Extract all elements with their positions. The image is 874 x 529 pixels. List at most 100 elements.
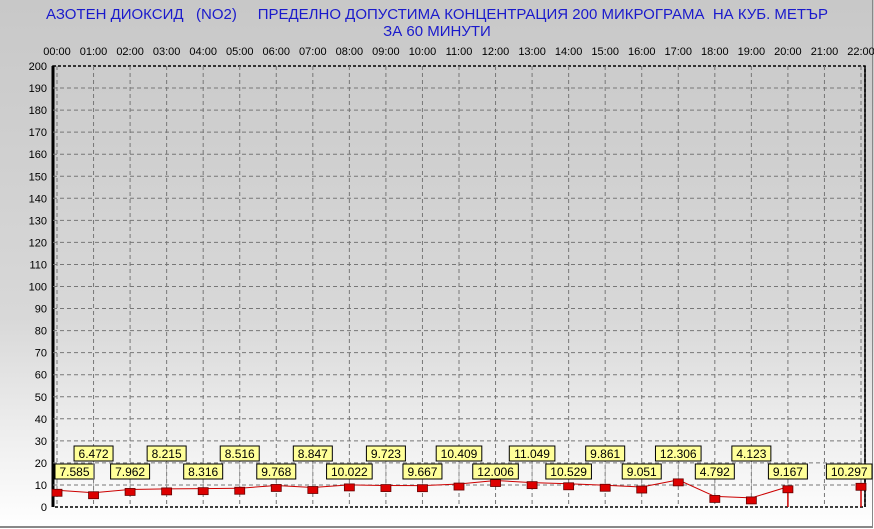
x-tick-label: 18:00	[701, 46, 729, 58]
y-tick-label: 50	[35, 392, 47, 404]
data-label: 10.409	[435, 445, 483, 462]
data-point-marker	[51, 488, 63, 497]
data-point-marker	[380, 484, 392, 492]
data-label-box	[545, 463, 592, 480]
data-point-marker	[636, 485, 648, 494]
data-point-marker	[782, 485, 794, 494]
y-tick-label: 0	[41, 502, 47, 514]
chart-subtitle: ЗА 60 МИНУТИ	[383, 23, 491, 40]
x-tick-label: 14:00	[555, 46, 583, 58]
series-line-segment	[678, 479, 716, 497]
x-tick-label: 20:00	[774, 46, 802, 58]
data-label: 9.051	[621, 463, 662, 480]
data-label-box	[621, 463, 662, 480]
data-label-text: 10.529	[550, 465, 587, 479]
data-label-text: 9.861	[590, 447, 620, 461]
data-point-marker	[343, 483, 355, 492]
data-label: 8.215	[146, 445, 187, 462]
data-point-marker	[526, 481, 538, 490]
series-line-segment	[568, 483, 606, 486]
data-point-marker	[161, 487, 173, 496]
data-point-marker	[563, 482, 575, 491]
data-label: 6.472	[73, 445, 114, 462]
series-line-segment	[751, 486, 789, 499]
data-label-box	[508, 445, 556, 462]
data-label: 11.049	[508, 445, 556, 462]
series-line-segment	[495, 480, 533, 484]
x-tick-label: 09:00	[372, 46, 400, 58]
y-tick-label: 130	[29, 215, 47, 227]
data-label-box	[767, 463, 808, 480]
y-tick-label: 40	[35, 414, 47, 426]
data-label-text: 10.409	[441, 447, 478, 461]
data-point-marker	[88, 491, 99, 500]
series-line-segment	[349, 484, 386, 487]
series-line-segment	[532, 482, 569, 485]
data-label-box	[654, 445, 702, 462]
data-label-box	[402, 463, 443, 480]
x-tick-label: 04:00	[189, 46, 217, 58]
data-label-box	[146, 445, 187, 462]
y-tick-label: 140	[29, 193, 47, 205]
x-tick-label: 16:00	[628, 46, 656, 58]
data-label: 8.847	[292, 445, 333, 462]
data-point-marker	[270, 484, 282, 492]
data-label-text: 9.051	[627, 465, 657, 479]
data-label-box	[219, 445, 260, 462]
series-line-segment	[276, 484, 313, 488]
x-tick-label: 11:00	[446, 46, 473, 58]
data-label-box	[110, 463, 151, 480]
data-label-text: 12.306	[660, 447, 697, 461]
data-label-box	[292, 445, 333, 462]
data-label-text: 11.049	[514, 447, 550, 461]
y-tick-label: 150	[29, 171, 47, 183]
y-tick-label: 180	[29, 105, 47, 117]
data-label-box	[585, 445, 626, 462]
data-point-marker	[672, 478, 684, 487]
data-label: 8.516	[219, 445, 260, 462]
data-label-text: 9.667	[407, 465, 437, 479]
data-label-text: 10.022	[331, 465, 368, 479]
x-tick-label: 19:00	[738, 46, 766, 58]
x-tick-label: 21:00	[811, 46, 839, 58]
series-line-segment	[458, 480, 496, 485]
x-tick-label: 03:00	[153, 46, 181, 58]
data-label-box	[365, 445, 406, 462]
x-tick-label: 01:00	[80, 46, 108, 58]
x-tick-label: 10:00	[409, 46, 437, 58]
data-label: 9.768	[256, 463, 297, 480]
data-label: 7.962	[110, 463, 151, 480]
data-label-box	[54, 463, 95, 480]
data-point-marker	[307, 486, 319, 494]
x-tick-label: 07:00	[299, 46, 327, 58]
data-label-text: 9.768	[261, 465, 291, 479]
data-label: 9.167	[767, 463, 808, 480]
data-label: 9.723	[365, 445, 406, 462]
x-tick-label: 17:00	[665, 46, 693, 58]
y-tick-label: 70	[35, 348, 47, 360]
y-tick-label: 90	[35, 304, 47, 316]
data-label: 7.585	[54, 463, 95, 480]
data-label-text: 4.792	[700, 465, 730, 479]
data-point-marker	[490, 479, 501, 487]
data-point-marker	[709, 495, 721, 503]
y-tick-label: 160	[29, 149, 47, 161]
data-label: 12.306	[654, 445, 702, 462]
series-line-segment	[93, 488, 131, 494]
y-tick-label: 120	[29, 237, 47, 249]
data-label: 12.006	[472, 463, 519, 480]
x-tick-label: 05:00	[226, 46, 254, 58]
data-label-text: 8.215	[152, 447, 182, 461]
series-line-segment	[239, 484, 277, 489]
x-tick-label: 08:00	[336, 46, 364, 58]
x-tick-label: 15:00	[591, 46, 619, 58]
data-point-marker	[417, 484, 428, 493]
data-label: 10.529	[545, 463, 592, 480]
data-label-box	[183, 463, 224, 480]
data-point-marker	[599, 483, 611, 492]
data-label-box	[73, 445, 114, 462]
data-point-marker	[745, 496, 757, 505]
data-label: 9.861	[585, 445, 626, 462]
